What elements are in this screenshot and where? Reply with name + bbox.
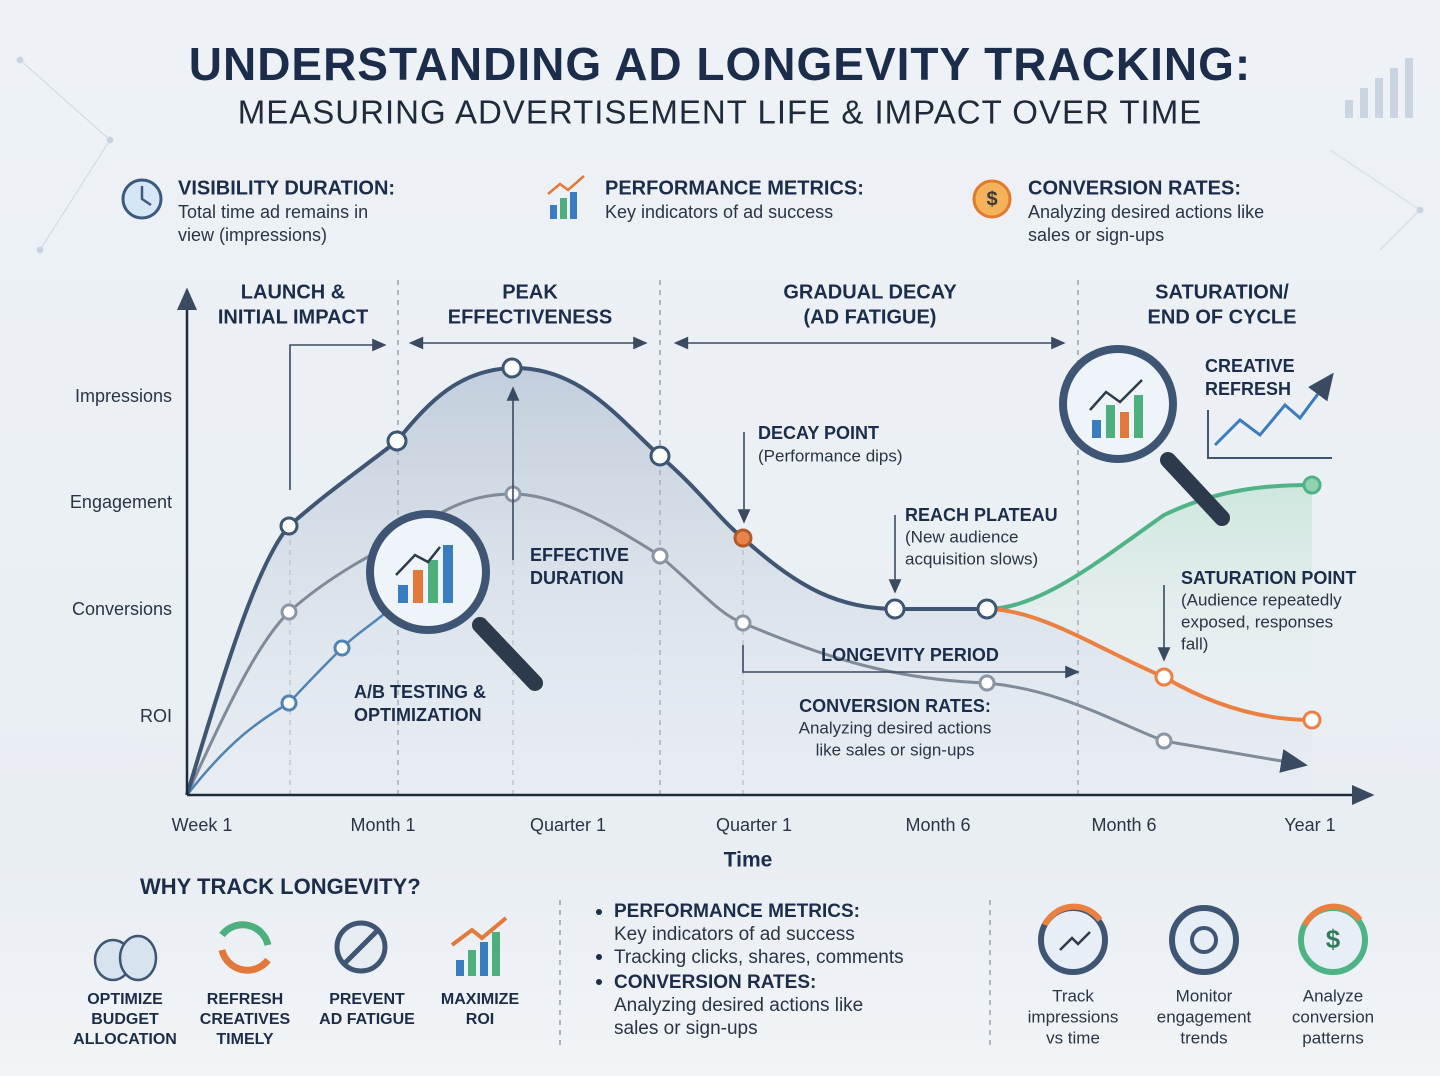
feature-text: view (impressions) [178, 225, 327, 245]
annotation-title: DURATION [530, 568, 624, 588]
x-label: Month 6 [1091, 815, 1156, 835]
magnifier-right [1059, 345, 1230, 526]
why-item: AD FATIGUE [319, 1011, 415, 1028]
why-item: BUDGET [91, 1011, 159, 1028]
subtitle: MEASURING ADVERTISEMENT LIFE & IMPACT OV… [238, 94, 1202, 131]
chart-icon [547, 175, 585, 219]
network-decor [16, 56, 1424, 254]
annotation-title: OPTIMIZATION [354, 705, 482, 725]
why-icons [93, 916, 508, 982]
annotation-text: (Audience repeatedly [1181, 590, 1342, 609]
bullet-text: sales or sign-ups [614, 1018, 758, 1039]
feature-text: Total time ad remains in [178, 202, 368, 222]
action-label: Analyze [1303, 986, 1363, 1005]
y-label: Engagement [70, 492, 172, 512]
bullet-text: Tracking clicks, shares, comments [614, 947, 904, 968]
bar-decor [1345, 58, 1413, 118]
x-label: Quarter 1 [530, 815, 606, 835]
axes [177, 287, 1375, 805]
roi-curve [186, 599, 401, 796]
phase-label: EFFECTIVENESS [448, 306, 612, 328]
annotation-title: EFFECTIVE [530, 545, 629, 565]
why-item: TIMELY [216, 1031, 274, 1048]
feature-text: Analyzing desired actions like [1028, 202, 1264, 222]
dollar-icon: $ [972, 179, 1012, 219]
why-item: MAXIMIZE [441, 991, 520, 1008]
phase-label: END OF CYCLE [1148, 306, 1297, 328]
bullet-text: Analyzing desired actions like [614, 995, 863, 1016]
refresh-trend-icon [1207, 372, 1334, 459]
why-item: OPTIMIZE [87, 991, 163, 1008]
title: UNDERSTANDING AD LONGEVITY TRACKING: [189, 38, 1252, 90]
annotation-title: REACH PLATEAU [905, 505, 1058, 525]
phase-label: GRADUAL DECAY [783, 281, 957, 303]
feature-title: CONVERSION RATES: [1028, 177, 1241, 199]
why-item: PREVENT [329, 991, 405, 1008]
x-title: Time [724, 849, 773, 872]
refresh-area [987, 485, 1312, 720]
annotation-text: (New audience [905, 527, 1018, 546]
why-item: ALLOCATION [73, 1031, 177, 1048]
feature-text: Key indicators of ad success [605, 202, 833, 222]
texts: UNDERSTANDING AD LONGEVITY TRACKING: MEAS… [70, 38, 1374, 1048]
phase-label: SATURATION/ [1155, 281, 1289, 303]
annotation-text: (Performance dips) [758, 446, 903, 465]
action-label: conversion [1292, 1007, 1374, 1026]
svg-text:$: $ [986, 188, 997, 210]
annotation-text: like sales or sign-ups [816, 740, 975, 759]
action-label: trends [1180, 1028, 1227, 1047]
bullet-title: PERFORMANCE METRICS: [614, 901, 860, 922]
svg-text:$: $ [1326, 924, 1341, 954]
impact-area [187, 367, 1312, 795]
x-label: Quarter 1 [716, 815, 792, 835]
action-icons: $ [1038, 903, 1368, 975]
action-label: impressions [1028, 1007, 1119, 1026]
annotation-title: CREATIVE [1205, 356, 1295, 376]
annotation-text: acquisition slows) [905, 549, 1038, 568]
curve-points [279, 357, 1322, 750]
annotation-title: A/B TESTING & [354, 682, 486, 702]
bullet-dots [596, 909, 602, 985]
phase-label: PEAK [502, 281, 558, 303]
x-label: Year 1 [1284, 815, 1335, 835]
x-label: Month 6 [905, 815, 970, 835]
y-label: Conversions [72, 599, 172, 619]
annotation-text: Analyzing desired actions [799, 718, 992, 737]
magnifier-left [366, 510, 543, 691]
y-label: ROI [140, 706, 172, 726]
refresh-curve [986, 483, 1313, 611]
why-item: CREATIVES [200, 1011, 291, 1028]
action-label: Track [1052, 986, 1094, 1005]
annotation-title: SATURATION POINT [1181, 568, 1356, 588]
phase-label: (AD FATIGUE) [804, 306, 937, 328]
action-label: vs time [1046, 1028, 1100, 1047]
bullet-title: CONVERSION RATES: [614, 972, 816, 993]
action-label: engagement [1157, 1007, 1252, 1026]
why-item: ROI [466, 1011, 494, 1028]
phase-arrows [289, 336, 1171, 679]
feature-text: sales or sign-ups [1028, 225, 1164, 245]
annotation-title: REFRESH [1205, 379, 1291, 399]
x-label: Month 1 [350, 815, 415, 835]
x-label: Week 1 [172, 815, 233, 835]
phase-label: INITIAL IMPACT [218, 306, 368, 328]
annotation-text: exposed, responses [1181, 612, 1333, 631]
feature-title: VISIBILITY DURATION: [178, 177, 395, 199]
action-label: Monitor [1176, 986, 1233, 1005]
annotation-title: DECAY POINT [758, 423, 879, 443]
bullet-text: Key indicators of ad success [614, 924, 855, 945]
feature-title: PERFORMANCE METRICS: [605, 177, 864, 199]
action-label: patterns [1302, 1028, 1363, 1047]
annotation-text: fall) [1181, 634, 1208, 653]
y-label: Impressions [75, 386, 172, 406]
annotation-title: CONVERSION RATES: [799, 696, 991, 716]
clock-icon [121, 178, 163, 220]
phase-label: LAUNCH & [241, 281, 345, 303]
annotation-title: LONGEVITY PERIOD [821, 645, 999, 665]
why-item: REFRESH [207, 991, 283, 1008]
bottom-dividers [559, 900, 991, 1050]
section-title: WHY TRACK LONGEVITY? [140, 874, 421, 899]
